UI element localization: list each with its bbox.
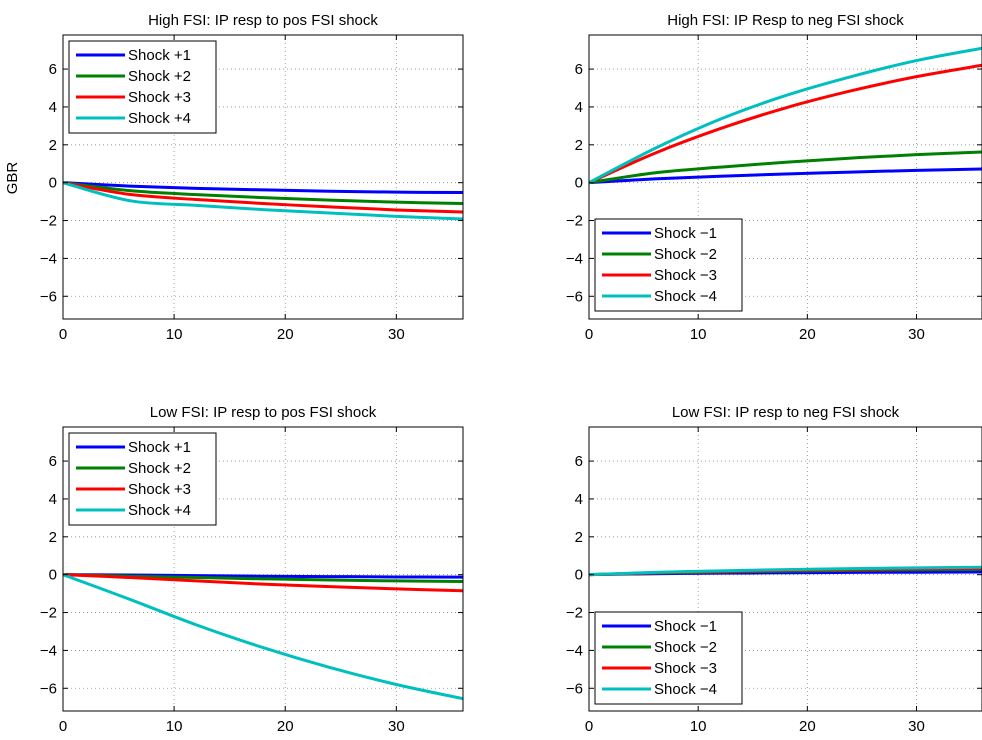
- y-tick-label: 4: [575, 491, 583, 508]
- legend-label-4: Shock +4: [128, 110, 191, 127]
- chart-title: High FSI: IP resp to pos FSI shock: [148, 12, 378, 29]
- legend-label-3: Shock +3: [128, 89, 191, 106]
- x-tick-label: 20: [799, 718, 816, 735]
- legend: Shock −1 Shock −2 Shock −3 Shock −4: [594, 611, 743, 705]
- chart-title: Low FSI: IP resp to pos FSI shock: [150, 404, 377, 421]
- legend: Shock −1 Shock −2 Shock −3 Shock −4: [594, 218, 743, 312]
- chart-title: Low FSI: IP resp to neg FSI shock: [672, 404, 900, 421]
- legend: Shock +1 Shock +2 Shock +3 Shock +4: [68, 432, 217, 526]
- x-tick-label: 10: [690, 326, 707, 343]
- series-line-3: [589, 63, 982, 185]
- x-tick-label: 10: [166, 718, 183, 735]
- y-tick-label: 0: [575, 567, 583, 584]
- y-tick-label: 4: [49, 491, 57, 508]
- chart-panel-3: 0 10 20 30 −6 −4 −2 0 2 4 6 Low FSI: IP resp to pos…: [40, 404, 464, 735]
- x-tick-label: 20: [799, 326, 816, 343]
- legend-label-1: Shock +1: [128, 439, 191, 456]
- x-tick-label: 0: [585, 718, 593, 735]
- legend-label-2: Shock −2: [654, 246, 717, 263]
- y-tick-label: 6: [575, 453, 583, 470]
- y-tick-label: 2: [49, 529, 57, 546]
- y-tick-label: −2: [566, 605, 583, 622]
- y-tick-label: −4: [566, 642, 583, 659]
- series-line-4: [63, 181, 463, 221]
- x-tick-label: 0: [59, 718, 67, 735]
- y-axis-label: GBR: [4, 162, 21, 195]
- y-tick-label: 6: [49, 61, 57, 78]
- legend-label-3: Shock +3: [128, 481, 191, 498]
- legend-label-3: Shock −3: [654, 267, 717, 284]
- y-tick-label: −6: [40, 680, 57, 697]
- y-tick-label: −6: [566, 680, 583, 697]
- legend-label-1: Shock −1: [654, 618, 717, 635]
- y-tick-label: 0: [575, 175, 583, 192]
- x-tick-label: 30: [908, 718, 925, 735]
- y-tick-label: 4: [575, 99, 583, 116]
- series-line-4: [589, 565, 982, 577]
- y-tick-label: 0: [49, 175, 57, 192]
- legend-label-2: Shock −2: [654, 639, 717, 656]
- x-tick-label: 0: [585, 326, 593, 343]
- series-line-3: [63, 573, 463, 593]
- x-tick-label: 0: [59, 326, 67, 343]
- legend-label-1: Shock −1: [654, 225, 717, 242]
- x-tick-label: 10: [690, 718, 707, 735]
- legend-label-4: Shock +4: [128, 502, 191, 519]
- series-line-4: [589, 46, 982, 185]
- x-tick-label: 20: [277, 326, 294, 343]
- chart-panel-1: 0 10 20 30 −6 −4 −2 0 2 4 6 High FSI: IP resp to po…: [40, 12, 464, 343]
- axes-box: [588, 426, 982, 712]
- y-tick-label: −4: [40, 250, 57, 267]
- chart-title: High FSI: IP Resp to neg FSI shock: [667, 12, 904, 29]
- y-tick-label: 4: [49, 99, 57, 116]
- axes-box: [62, 426, 464, 712]
- series-line-2: [589, 150, 982, 185]
- series-line-4: [63, 573, 463, 701]
- y-tick-label: −6: [566, 288, 583, 305]
- y-tick-label: 2: [49, 137, 57, 154]
- legend-label-4: Shock −4: [654, 681, 717, 698]
- y-tick-label: 6: [575, 61, 583, 78]
- legend: Shock +1 Shock +2 Shock +3 Shock +4: [68, 40, 217, 134]
- series-line-2: [63, 181, 463, 206]
- y-tick-label: −2: [40, 213, 57, 230]
- y-tick-label: −4: [40, 642, 57, 659]
- x-tick-label: 20: [277, 718, 294, 735]
- y-tick-label: −6: [40, 288, 57, 305]
- series-line-1: [63, 181, 463, 195]
- chart-panel-2: 0 10 20 30 −6 −4 −2 0 2 4 6 High FSI: IP Resp to ne…: [566, 12, 982, 343]
- y-tick-label: 2: [575, 137, 583, 154]
- legend-label-2: Shock +2: [128, 68, 191, 85]
- series-line-3: [63, 181, 463, 214]
- axes-box: [62, 34, 464, 320]
- y-tick-label: −2: [566, 213, 583, 230]
- legend-label-3: Shock −3: [654, 660, 717, 677]
- legend-label-4: Shock −4: [654, 288, 717, 305]
- y-tick-label: 2: [575, 529, 583, 546]
- x-tick-label: 30: [908, 326, 925, 343]
- axes-box: [588, 34, 982, 320]
- x-tick-label: 10: [166, 326, 183, 343]
- y-tick-label: −2: [40, 605, 57, 622]
- y-tick-label: −4: [566, 250, 583, 267]
- x-tick-label: 30: [388, 718, 405, 735]
- legend-label-2: Shock +2: [128, 460, 191, 477]
- legend-label-1: Shock +1: [128, 47, 191, 64]
- x-tick-label: 30: [388, 326, 405, 343]
- chart-panel-4: 0 10 20 30 −6 −4 −2 0 2 4 6 Low FSI: IP resp to neg…: [566, 404, 982, 735]
- y-tick-label: 6: [49, 453, 57, 470]
- y-tick-label: 0: [49, 567, 57, 584]
- series-line-1: [589, 167, 982, 185]
